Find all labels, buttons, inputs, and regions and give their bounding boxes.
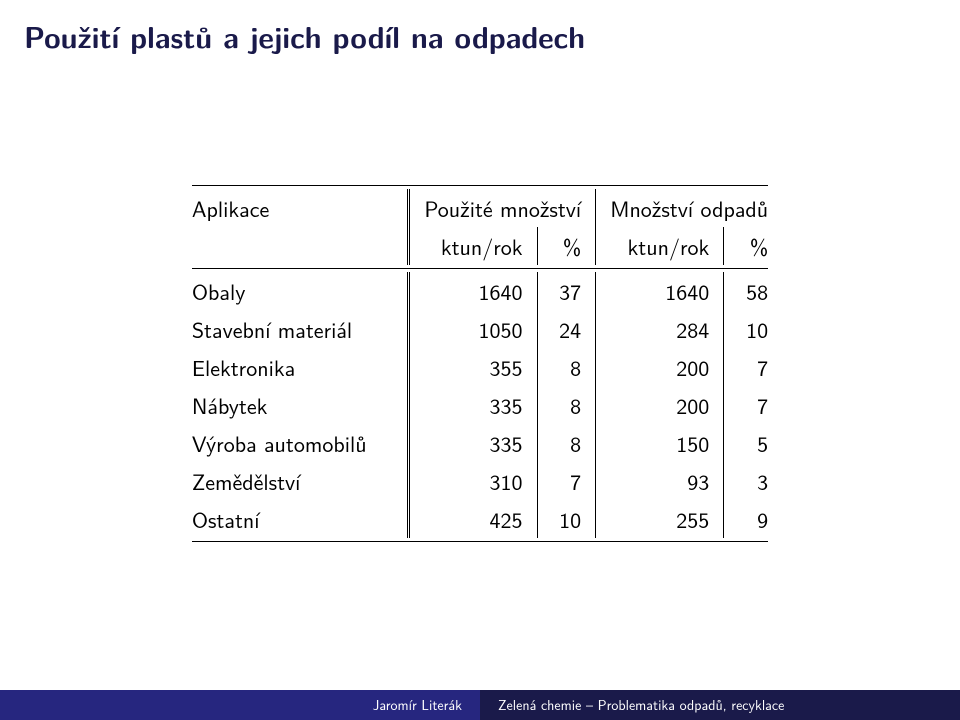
cell-app: Výroba automobilů	[178, 424, 408, 462]
table-row: Nábytek33582007	[178, 386, 782, 424]
cell-used-pct: 37	[537, 272, 596, 310]
cell-waste-pct: 58	[724, 272, 782, 310]
col-header-waste: Množství odpadů	[596, 189, 782, 227]
cell-used-kt: 1640	[410, 272, 537, 310]
table-header-row-1: Aplikace Použité množství Množství odpad…	[178, 189, 782, 227]
cell-waste-kt: 150	[596, 424, 724, 462]
cell-app: Stavební materiál	[178, 310, 408, 348]
cell-waste-pct: 3	[724, 462, 782, 500]
table-row: Obaly164037164058	[178, 272, 782, 310]
col-header-waste-kt: ktun/rok	[596, 227, 724, 265]
cell-used-kt: 425	[410, 500, 537, 538]
col-header-app: Aplikace	[178, 189, 408, 227]
cell-waste-pct: 10	[724, 310, 782, 348]
cell-used-pct: 8	[537, 348, 596, 386]
cell-used-pct: 8	[537, 386, 596, 424]
table-rule-bottom	[178, 538, 782, 545]
cell-used-pct: 7	[537, 462, 596, 500]
table-rule-top	[178, 182, 782, 189]
table-row: Stavební materiál10502428410	[178, 310, 782, 348]
table-row: Elektronika35582007	[178, 348, 782, 386]
cell-waste-pct: 5	[724, 424, 782, 462]
cell-waste-kt: 284	[596, 310, 724, 348]
table-row: Výroba automobilů33581505	[178, 424, 782, 462]
table-row: Ostatní425102559	[178, 500, 782, 538]
cell-waste-kt: 93	[596, 462, 724, 500]
col-header-used: Použité množství	[410, 189, 596, 227]
content-area: Aplikace Použité množství Množství odpad…	[0, 67, 960, 720]
cell-app: Obaly	[178, 272, 408, 310]
footer-author: Jaromír Literák	[0, 690, 480, 720]
cell-used-kt: 1050	[410, 310, 537, 348]
cell-waste-kt: 1640	[596, 272, 724, 310]
footer: Jaromír Literák Zelená chemie – Problema…	[0, 690, 960, 720]
table-header-row-2: ktun/rok % ktun/rok %	[178, 227, 782, 265]
cell-used-pct: 10	[537, 500, 596, 538]
table-row: Zemědělství3107933	[178, 462, 782, 500]
cell-app: Zemědělství	[178, 462, 408, 500]
cell-used-kt: 335	[410, 386, 537, 424]
blank-cell	[178, 227, 408, 265]
footer-title: Zelená chemie – Problematika odpadů, rec…	[480, 690, 960, 720]
col-header-waste-pct: %	[724, 227, 782, 265]
cell-app: Nábytek	[178, 386, 408, 424]
cell-app: Ostatní	[178, 500, 408, 538]
page-title: Použití plastů a jejich podíl na odpadec…	[24, 14, 936, 57]
cell-used-kt: 335	[410, 424, 537, 462]
cell-waste-kt: 200	[596, 348, 724, 386]
cell-waste-kt: 200	[596, 386, 724, 424]
cell-waste-pct: 7	[724, 386, 782, 424]
cell-app: Elektronika	[178, 348, 408, 386]
col-header-used-kt: ktun/rok	[410, 227, 537, 265]
cell-used-kt: 310	[410, 462, 537, 500]
table-rule-mid	[178, 265, 782, 272]
cell-used-pct: 8	[537, 424, 596, 462]
col-header-used-pct: %	[537, 227, 596, 265]
data-table: Aplikace Použité množství Množství odpad…	[178, 182, 782, 545]
cell-used-kt: 355	[410, 348, 537, 386]
cell-waste-pct: 7	[724, 348, 782, 386]
slide: Použití plastů a jejich podíl na odpadec…	[0, 0, 960, 720]
cell-waste-pct: 9	[724, 500, 782, 538]
title-bar: Použití plastů a jejich podíl na odpadec…	[0, 0, 960, 67]
cell-used-pct: 24	[537, 310, 596, 348]
cell-waste-kt: 255	[596, 500, 724, 538]
